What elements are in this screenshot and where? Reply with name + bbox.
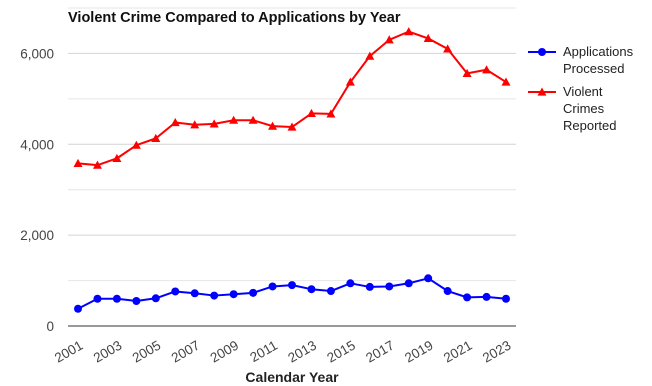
data-point [229, 290, 238, 299]
data-point [112, 294, 121, 303]
legend: Applications Processed Violent Crimes Report… [528, 44, 634, 133]
legend-label: Crimes [563, 101, 605, 116]
data-point [307, 285, 316, 294]
legend-swatch-marker [537, 87, 547, 96]
x-axis-title: Calendar Year [245, 369, 339, 385]
data-point [287, 122, 297, 131]
data-point [190, 289, 199, 298]
data-point [268, 121, 278, 130]
y-tick-label: 2,000 [20, 228, 54, 243]
y-axis-ticks: 0 2,000 4,000 6,000 [20, 46, 54, 334]
x-tick-label: 2007 [169, 338, 203, 366]
legend-swatch-marker [538, 48, 546, 56]
data-point [73, 158, 83, 167]
x-tick-label: 2013 [285, 338, 319, 366]
data-point [482, 292, 491, 301]
data-point [385, 282, 394, 291]
series-applications-processed [74, 274, 510, 313]
data-point [463, 293, 472, 302]
data-point [424, 274, 433, 283]
data-point [404, 27, 414, 36]
data-point [132, 297, 141, 306]
data-point [462, 68, 472, 78]
data-point [346, 279, 355, 288]
data-point [365, 51, 375, 60]
x-tick-label: 2017 [363, 338, 397, 366]
x-tick-label: 2003 [91, 338, 125, 366]
data-point [482, 65, 492, 74]
data-point [248, 115, 258, 124]
data-point [229, 115, 239, 124]
data-point [171, 287, 180, 296]
series-violent-crimes-reported [73, 27, 511, 169]
data-point [326, 287, 335, 296]
data-point [112, 153, 122, 162]
legend-label: Reported [563, 118, 616, 133]
x-tick-label: 2001 [52, 338, 86, 366]
x-tick-label: 2011 [247, 338, 280, 366]
data-point [423, 33, 433, 43]
data-point [190, 120, 200, 129]
data-point [93, 294, 102, 303]
data-point [443, 44, 453, 53]
legend-item: Violent Crimes Reported [528, 84, 616, 133]
data-point [384, 35, 394, 44]
data-point [209, 119, 219, 128]
chart-title: Violent Crime Compared to Applications b… [68, 10, 401, 26]
x-tick-label: 2009 [208, 338, 242, 366]
data-point [502, 294, 510, 303]
data-point [345, 77, 355, 86]
data-point [404, 279, 413, 288]
y-tick-label: 4,000 [20, 137, 54, 152]
data-point [306, 108, 316, 117]
legend-label: Violent [563, 84, 603, 99]
data-point [151, 294, 160, 303]
data-point [151, 133, 161, 142]
data-point [170, 117, 180, 127]
data-point [210, 291, 219, 300]
x-tick-label: 2021 [441, 338, 475, 366]
y-tick-label: 6,000 [20, 46, 54, 61]
legend-item: Applications Processed [528, 44, 634, 76]
data-point [501, 77, 511, 86]
data-point [131, 140, 141, 149]
data-point [92, 160, 102, 169]
data-point [74, 304, 82, 313]
data-point [249, 288, 258, 297]
legend-label: Applications [563, 44, 634, 59]
y-tick-label: 0 [46, 319, 54, 334]
x-tick-label: 2005 [130, 338, 164, 366]
data-point [326, 109, 336, 118]
x-tick-label: 2019 [402, 338, 436, 366]
data-point [365, 282, 374, 291]
series-lines [73, 27, 511, 313]
x-axis-ticks: 2001 2003 2005 2007 2009 2011 2013 2015 2017 2019… [52, 338, 514, 366]
data-point [288, 281, 296, 290]
data-point [268, 282, 277, 291]
x-tick-label: 2015 [324, 338, 358, 366]
legend-label: Processed [563, 61, 624, 76]
grid [68, 7, 516, 327]
x-tick-label: 2023 [480, 338, 514, 366]
data-point [443, 287, 452, 296]
